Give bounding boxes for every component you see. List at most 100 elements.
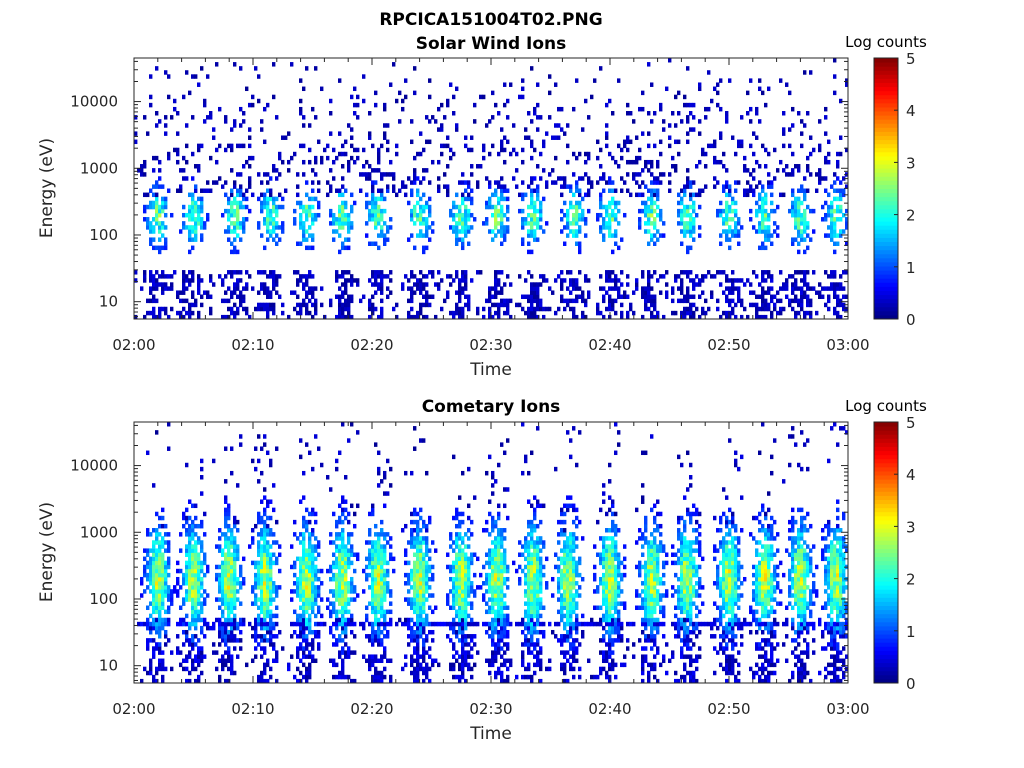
heatmap-cell bbox=[308, 225, 312, 230]
heatmap-cell bbox=[626, 282, 630, 287]
heatmap-cell bbox=[569, 188, 573, 193]
heatmap-cell bbox=[269, 233, 273, 238]
heatmap-cell bbox=[152, 678, 156, 684]
heatmap-cell bbox=[260, 646, 264, 651]
heatmap-cell bbox=[581, 298, 585, 304]
heatmap-cell bbox=[833, 229, 837, 234]
heatmap-cell bbox=[464, 180, 468, 185]
heatmap-cell bbox=[800, 221, 804, 226]
heatmap-cell bbox=[200, 278, 204, 283]
heatmap-cell bbox=[668, 58, 672, 63]
heatmap-cell bbox=[827, 204, 831, 210]
heatmap-cell bbox=[491, 237, 495, 242]
heatmap-cell bbox=[152, 568, 156, 574]
heatmap-cell bbox=[155, 621, 159, 627]
heatmap-cell bbox=[386, 560, 390, 566]
heatmap-cell bbox=[236, 654, 240, 659]
heatmap-cell bbox=[539, 151, 543, 157]
heatmap-cell bbox=[182, 597, 186, 602]
heatmap-cell bbox=[191, 613, 195, 619]
heatmap-cell bbox=[266, 593, 270, 598]
heatmap-cell bbox=[596, 180, 600, 185]
heatmap-cell bbox=[689, 306, 693, 312]
heatmap-cell bbox=[143, 589, 147, 594]
heatmap-cell bbox=[650, 237, 654, 242]
heatmap-cell bbox=[746, 111, 750, 116]
heatmap-cell bbox=[719, 314, 723, 320]
heatmap-cell bbox=[662, 274, 666, 279]
heatmap-cell bbox=[617, 164, 621, 169]
heatmap-cell bbox=[707, 106, 711, 112]
heatmap-cell bbox=[686, 204, 690, 210]
heatmap-cell bbox=[824, 155, 828, 161]
heatmap-cell bbox=[137, 621, 141, 627]
heatmap-cell bbox=[149, 572, 153, 578]
heatmap-cell bbox=[350, 552, 354, 557]
heatmap-cell bbox=[176, 634, 180, 639]
heatmap-cell bbox=[260, 282, 264, 287]
heatmap-cell bbox=[356, 503, 360, 509]
heatmap-cell bbox=[791, 212, 795, 218]
heatmap-cell bbox=[746, 188, 750, 193]
heatmap-cell bbox=[404, 470, 408, 476]
heatmap-cell bbox=[677, 274, 681, 279]
heatmap-cell bbox=[305, 290, 309, 295]
heatmap-cell bbox=[677, 298, 681, 304]
heatmap-cell bbox=[344, 245, 348, 251]
heatmap-cell bbox=[221, 532, 225, 537]
heatmap-cell bbox=[221, 581, 225, 586]
heatmap-cell bbox=[266, 585, 270, 590]
heatmap-cell bbox=[380, 519, 384, 525]
heatmap-cell bbox=[239, 302, 243, 308]
heatmap-cell bbox=[134, 314, 138, 320]
heatmap-cell bbox=[422, 581, 426, 586]
heatmap-cell bbox=[791, 237, 795, 242]
heatmap-cell bbox=[578, 200, 582, 206]
heatmap-cell bbox=[149, 548, 153, 553]
heatmap-cell bbox=[299, 572, 303, 578]
heatmap-cell bbox=[314, 310, 318, 316]
heatmap-cell bbox=[641, 106, 645, 112]
heatmap-cell bbox=[635, 282, 639, 287]
heatmap-cell bbox=[755, 135, 759, 140]
heatmap-cell bbox=[797, 249, 801, 255]
heatmap-cell bbox=[182, 168, 186, 173]
heatmap-cell bbox=[383, 544, 387, 549]
heatmap-cell bbox=[311, 581, 315, 586]
heatmap-cell bbox=[146, 646, 150, 651]
heatmap-cell bbox=[827, 233, 831, 238]
heatmap-cell bbox=[155, 155, 159, 161]
heatmap-cell bbox=[647, 159, 651, 165]
heatmap-cell bbox=[272, 306, 276, 312]
heatmap-cell bbox=[296, 617, 300, 623]
heatmap-cell bbox=[269, 576, 273, 582]
heatmap-cell bbox=[302, 470, 306, 476]
heatmap-cell bbox=[527, 270, 531, 275]
heatmap-cell bbox=[800, 217, 804, 222]
heatmap-cell bbox=[335, 609, 339, 615]
heatmap-cell bbox=[305, 180, 309, 185]
heatmap-cell bbox=[803, 249, 807, 255]
heatmap-cell bbox=[275, 282, 279, 287]
heatmap-cell bbox=[251, 94, 255, 100]
heatmap-cell bbox=[266, 302, 270, 308]
heatmap-cell bbox=[575, 78, 579, 83]
heatmap-cell bbox=[554, 278, 558, 283]
heatmap-cell bbox=[335, 585, 339, 590]
heatmap-cell bbox=[350, 589, 354, 594]
heatmap-cell bbox=[587, 180, 591, 185]
heatmap-cell bbox=[410, 192, 414, 198]
heatmap-cell bbox=[326, 143, 330, 149]
heatmap-cell bbox=[233, 208, 237, 214]
heatmap-cell bbox=[386, 184, 390, 189]
heatmap-cell bbox=[689, 192, 693, 198]
heatmap-cell bbox=[437, 106, 441, 112]
heatmap-cell bbox=[314, 196, 318, 202]
heatmap-cell bbox=[530, 274, 534, 279]
heatmap-cell bbox=[413, 568, 417, 574]
heatmap-cell bbox=[239, 572, 243, 578]
heatmap-cell bbox=[305, 507, 309, 513]
heatmap-cell bbox=[686, 184, 690, 189]
heatmap-cell bbox=[599, 200, 603, 206]
heatmap-cell bbox=[584, 221, 588, 226]
